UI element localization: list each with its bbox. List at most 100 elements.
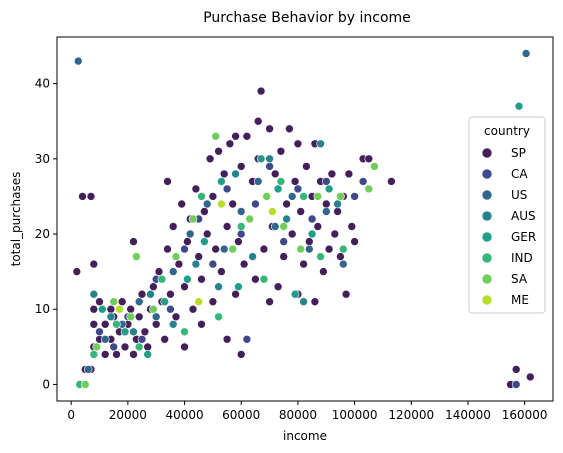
data-point [78,192,87,201]
x-tick-label: 40000 [165,408,203,422]
x-tick-label: 120000 [388,408,434,422]
series-sp [72,86,535,389]
x-tick-label: 140000 [445,408,491,422]
data-point [296,244,306,254]
data-point [149,304,158,314]
data-point [338,259,348,269]
data-point [168,222,178,231]
data-point [347,222,357,231]
data-point [270,169,280,179]
data-point [321,177,331,186]
y-tick-label: 40 [35,77,50,91]
data-point [228,199,237,209]
data-point [293,184,303,194]
plot-frame [56,36,554,402]
data-point [279,237,289,246]
data-point [100,350,110,359]
data-point [321,207,331,216]
data-point [296,207,306,216]
data-point [180,342,189,352]
legend-marker-us [481,189,493,201]
data-point [304,237,314,246]
data-point [256,86,266,96]
data-point [89,259,99,269]
data-point [143,350,152,359]
legend-marker-aus [481,210,493,222]
data-point [154,267,164,276]
data-point [245,214,254,224]
data-point [115,304,124,314]
data-point [265,124,274,134]
data-point [234,237,243,246]
data-point [259,244,269,254]
data-point [279,252,289,261]
data-point [236,162,246,171]
data-point [200,237,209,246]
data-point [251,274,260,284]
legend-label-aus: AUS [511,209,536,223]
data-point [106,312,116,322]
data-point [166,289,175,299]
x-tick-label: 160000 [502,408,548,422]
data-point [74,56,83,66]
data-point [338,244,348,254]
data-point [327,169,337,179]
data-point [109,297,118,307]
data-point [217,177,226,186]
data-point [208,192,218,201]
y-axis-label: total_purchases [9,172,23,267]
data-point [307,214,317,224]
data-point [163,177,172,186]
data-point [81,380,90,389]
data-point [100,334,110,344]
data-point [166,304,175,314]
data-point [270,222,280,231]
data-point [276,177,286,186]
data-point [350,237,359,246]
y-tick-label: 30 [35,152,50,166]
data-point [157,274,167,284]
data-point [214,147,223,156]
data-point [106,304,116,314]
data-point [316,139,325,149]
data-point [236,229,246,239]
data-point [276,147,286,156]
data-point [168,267,178,276]
data-point [319,267,328,276]
data-point [188,304,198,314]
x-tick-label: 20000 [109,408,147,422]
legend-marker-ger [481,231,493,243]
data-point [344,169,354,179]
data-point [83,365,93,374]
data-point [370,162,379,171]
data-point [191,184,201,194]
data-point [214,312,223,322]
data-point [222,334,232,344]
data-point [231,132,240,141]
data-point [98,304,107,314]
data-point [521,49,531,58]
data-point [177,199,186,209]
series-ind [75,177,348,389]
data-point [89,304,99,314]
data-point [268,207,277,216]
data-point [302,162,311,171]
series-us [74,49,531,374]
data-point [143,342,152,352]
legend-label-ind: IND [511,251,533,265]
data-point [151,312,161,322]
data-point [265,162,274,171]
data-point [248,252,257,261]
data-point [112,350,121,359]
data-point [126,304,135,314]
data-point [279,222,289,231]
data-point [205,154,215,164]
data-point [137,334,147,344]
data-point [313,192,323,201]
y-tick-label: 10 [35,302,50,316]
data-point [287,229,297,239]
legend-title: country [484,124,530,138]
data-point [191,259,201,269]
